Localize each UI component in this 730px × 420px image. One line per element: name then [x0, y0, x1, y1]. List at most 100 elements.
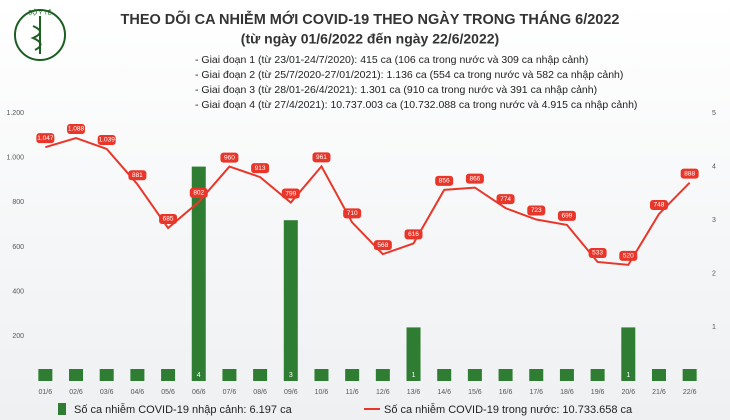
x-tick-label: 10/6 — [315, 389, 329, 396]
y2-tick-label: 2 — [712, 271, 716, 278]
x-tick-label: 17/6 — [529, 389, 543, 396]
x-tick-label: 21/6 — [652, 389, 666, 396]
line-value-label: 913 — [251, 163, 270, 174]
bar — [99, 369, 114, 381]
x-tick-label: 08/6 — [253, 389, 267, 396]
x-tick-label: 09/6 — [284, 389, 298, 396]
label-box — [343, 208, 362, 219]
x-tick-label: 16/6 — [499, 389, 513, 396]
line-value-label: 685 — [159, 214, 178, 225]
bar — [283, 220, 298, 381]
line-value-label-text: 1.088 — [68, 126, 85, 133]
x-tick-label: 06/6 — [192, 389, 206, 396]
bar — [161, 369, 176, 381]
annotation: - Giai đoạn 3 (từ 28/01-26/4/2021): 1.30… — [195, 84, 597, 96]
label-box — [67, 124, 86, 135]
line-value-label: 960 — [220, 152, 239, 163]
bar — [38, 369, 53, 381]
y-tick-label: 1.200 — [6, 110, 24, 117]
bar — [590, 369, 605, 381]
bar-value-label: 3 — [289, 372, 293, 379]
label-box — [619, 250, 638, 261]
line-value-label-text: 960 — [224, 154, 235, 161]
y-tick-label: 400 — [12, 289, 24, 296]
line-value-label: 961 — [312, 152, 331, 163]
label-box — [159, 214, 178, 225]
y-tick-label: 800 — [12, 199, 24, 206]
bar — [682, 369, 697, 381]
line-value-label-text: 856 — [439, 178, 450, 185]
label-box — [97, 134, 116, 145]
label-box — [588, 247, 607, 258]
line-value-label: 699 — [557, 210, 576, 221]
x-tick-label: 11/6 — [346, 389, 359, 396]
bar — [529, 369, 544, 381]
x-tick-label: 07/6 — [223, 389, 237, 396]
label-box — [220, 152, 239, 163]
label-box — [435, 175, 454, 186]
line-value-label: 616 — [404, 229, 423, 240]
annotation: - Giai đoạn 1 (từ 23/01-24/7/2020): 415 … — [195, 54, 588, 66]
bar — [253, 369, 268, 381]
annotation: - Giai đoạn 4 (từ 27/4/2021): 10.737.003… — [195, 99, 637, 111]
legend-label: Số ca nhiễm COVID-19 nhập cảnh: 6.197 ca — [74, 403, 293, 416]
x-tick-label: 15/6 — [468, 389, 482, 396]
line-value-label-text: 699 — [562, 213, 573, 220]
x-tick-label: 22/6 — [683, 389, 697, 396]
line-value-label-text: 866 — [469, 175, 480, 182]
label-box — [128, 170, 147, 181]
bar-value-label: 4 — [197, 372, 201, 379]
x-tick-label: 18/6 — [560, 389, 574, 396]
line-value-label-text: 961 — [316, 154, 327, 161]
label-box — [36, 133, 55, 144]
bar — [498, 369, 513, 381]
line-value-label-text: 533 — [592, 250, 603, 257]
label-box — [557, 210, 576, 221]
bar — [222, 369, 237, 381]
y2-tick-label: 5 — [712, 110, 716, 117]
line-value-label-text: 748 — [654, 202, 665, 209]
bar — [130, 369, 145, 381]
x-tick-label: 02/6 — [69, 389, 83, 396]
line-value-label-text: 1.039 — [99, 137, 116, 144]
line-value-label: 1.039 — [97, 134, 116, 145]
bar — [621, 327, 636, 381]
bar — [191, 166, 206, 381]
legend-label: Số ca nhiễm COVID-19 trong nước: 10.733.… — [384, 403, 633, 416]
line-value-label: 866 — [465, 173, 484, 184]
bar — [437, 369, 452, 381]
label-box — [404, 229, 423, 240]
label-box — [189, 187, 208, 198]
y2-tick-label: 4 — [712, 163, 716, 170]
x-tick-label: 14/6 — [437, 389, 451, 396]
line-value-label: 881 — [128, 170, 147, 181]
line-value-label: 520 — [619, 250, 638, 261]
bar — [314, 369, 329, 381]
bar — [651, 369, 666, 381]
x-tick-label: 04/6 — [131, 389, 145, 396]
line-value-label-text: 1.047 — [37, 135, 54, 142]
bar-value-label: 1 — [626, 372, 630, 379]
bar — [406, 327, 421, 381]
y-tick-label: 200 — [12, 333, 24, 340]
line-value-label: 723 — [527, 205, 546, 216]
label-box — [373, 240, 392, 251]
legend-swatch — [58, 403, 66, 415]
y-tick-label: 600 — [12, 244, 24, 251]
logo: BỘ Y TẾ — [14, 9, 66, 61]
line-value-label: 856 — [435, 175, 454, 186]
x-tick-label: 13/6 — [407, 389, 421, 396]
y2-tick-label: 1 — [712, 324, 716, 331]
line-value-label-text: 685 — [163, 216, 174, 223]
y-tick-label: 1.000 — [6, 155, 24, 162]
line-value-label: 710 — [343, 208, 362, 219]
line-value-label: 888 — [680, 168, 699, 179]
label-box — [680, 168, 699, 179]
line-value-label: 774 — [496, 194, 515, 205]
line-value-label-text: 616 — [408, 231, 419, 238]
bar — [375, 369, 390, 381]
annotation: - Giai đoạn 2 (từ 25/7/2020-27/01/2021):… — [195, 69, 623, 81]
line-value-label-text: 723 — [531, 207, 542, 214]
label-box — [649, 199, 668, 210]
bar — [559, 369, 574, 381]
